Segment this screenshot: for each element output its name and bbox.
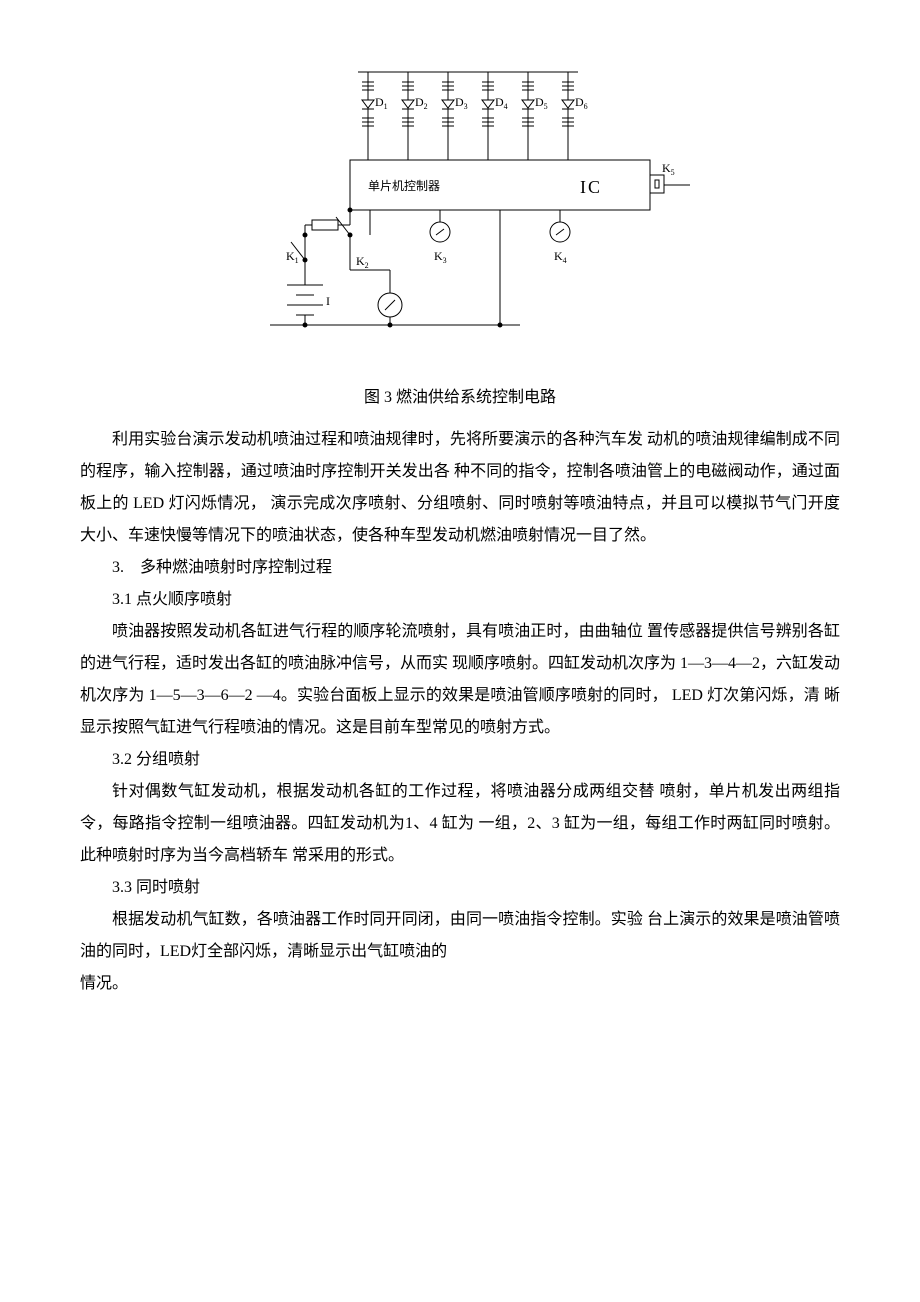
paragraph-3-1: 喷油器按照发动机各缸进气行程的顺序轮流喷射，具有喷油正时，由曲轴位 置传感器提供…	[80, 616, 840, 744]
svg-text:I: I	[326, 294, 330, 308]
heading-3-3: 3.3 同时喷射	[80, 872, 840, 904]
paragraph-3-2: 针对偶数气缸发动机，根据发动机各缸的工作过程，将喷油器分成两组交替 喷射，单片机…	[80, 776, 840, 872]
svg-text:K2: K2	[356, 254, 369, 270]
circuit-diagram: 单片机控制器 IC D1 D2 D3 D4 D5 D6 K5 K1 I K2 K3 K4	[230, 60, 690, 360]
svg-text:K4: K4	[554, 249, 567, 265]
svg-text:D4: D4	[495, 95, 508, 111]
svg-text:D1: D1	[375, 95, 388, 111]
figure-3-caption: 图 3 燃油供给系统控制电路	[80, 382, 840, 414]
paragraph-3-3a: 根据发动机气缸数，各喷油器工作时同开同闭，由同一喷油指令控制。实验 台上演示的效…	[80, 904, 840, 968]
svg-text:K1: K1	[286, 249, 299, 265]
heading-3-1: 3.1 点火顺序喷射	[80, 584, 840, 616]
heading-3-2: 3.2 分组喷射	[80, 744, 840, 776]
svg-text:K5: K5	[662, 161, 675, 177]
svg-text:D3: D3	[455, 95, 468, 111]
svg-text:D5: D5	[535, 95, 548, 111]
figure-3: 单片机控制器 IC D1 D2 D3 D4 D5 D6 K5 K1 I K2 K3 K4	[80, 60, 840, 372]
heading-3: 3. 多种燃油喷射时序控制过程	[80, 552, 840, 584]
svg-text:单片机控制器: 单片机控制器	[368, 179, 440, 193]
svg-text:K3: K3	[434, 249, 447, 265]
paragraph-intro: 利用实验台演示发动机喷油过程和喷油规律时，先将所要演示的各种汽车发 动机的喷油规…	[80, 424, 840, 552]
paragraph-3-3b: 情况。	[80, 968, 840, 1000]
svg-text:IC: IC	[580, 177, 602, 197]
svg-text:D2: D2	[415, 95, 428, 111]
svg-text:D6: D6	[575, 95, 588, 111]
